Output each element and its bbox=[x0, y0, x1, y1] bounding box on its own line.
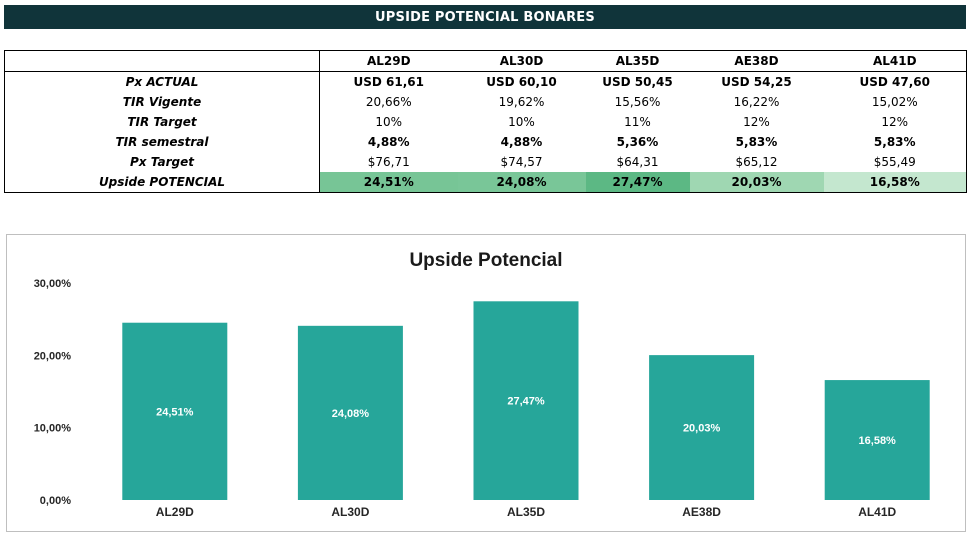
table-row: TIR semestral 4,88% 4,88% 5,36% 5,83% 5,83% bbox=[4, 132, 967, 152]
table-cell: 5,83% bbox=[873, 135, 916, 149]
table-cell: 20,03% bbox=[689, 172, 824, 193]
row-label: Px Target bbox=[4, 152, 320, 172]
table-row: Upside POTENCIAL 24,51% 24,08% 27,47% 20,03%… bbox=[4, 172, 967, 193]
table-cell: 10% bbox=[375, 115, 403, 129]
table-cell: 5,83% bbox=[735, 135, 778, 149]
table-cell: $64,31 bbox=[616, 155, 659, 169]
y-tick-label: 10,00% bbox=[34, 423, 72, 435]
table-cell: 15,02% bbox=[871, 95, 918, 109]
table-cell: 24,08% bbox=[457, 172, 586, 193]
table-cell: USD 61,61 bbox=[353, 75, 424, 89]
x-category-label: AL30D bbox=[331, 505, 369, 519]
table-cell: 10% bbox=[508, 115, 535, 129]
bar-ae38d bbox=[649, 355, 755, 500]
table-cell: $65,12 bbox=[735, 155, 778, 169]
data-label: 27,47% bbox=[507, 396, 545, 408]
bar-al30d bbox=[297, 325, 403, 500]
table-cell: 11% bbox=[624, 115, 651, 129]
table-cell: 4,88% bbox=[367, 135, 410, 149]
bar-al29d bbox=[122, 322, 228, 500]
metrics-table: AL29D AL30D AL35D AE38D AL41D Px ACTUAL U… bbox=[4, 50, 967, 193]
row-label: TIR Vigente bbox=[4, 92, 320, 112]
x-category-label: AE38D bbox=[682, 505, 721, 519]
x-category-label: AL29D bbox=[156, 505, 194, 519]
table-cell: 20,66% bbox=[365, 95, 412, 109]
table-cell: $74,57 bbox=[500, 155, 543, 169]
y-tick-label: 20,00% bbox=[34, 350, 72, 362]
chart-title: Upside Potencial bbox=[409, 250, 562, 271]
table-row: TIR Target 10% 10% 11% 12% 12% bbox=[4, 112, 967, 132]
table-cell: USD 50,45 bbox=[602, 75, 673, 89]
column-header: AL35D bbox=[585, 50, 690, 72]
x-category-label: AL35D bbox=[507, 505, 545, 519]
data-label: 16,58% bbox=[859, 435, 897, 447]
table-cell: 4,88% bbox=[500, 135, 543, 149]
bar-al41d bbox=[824, 380, 930, 500]
table-cell: USD 47,60 bbox=[859, 75, 930, 89]
column-header: AE38D bbox=[689, 50, 824, 72]
banner-title: UPSIDE POTENCIAL BONARES bbox=[4, 5, 966, 29]
table-cell: 24,51% bbox=[319, 172, 458, 193]
row-label: Px ACTUAL bbox=[4, 71, 320, 92]
table-row: Px ACTUAL USD 61,61 USD 60,10 USD 50,45 USD … bbox=[4, 71, 967, 92]
table-row: Px Target $76,71 $74,57 $64,31 $65,12 $55,49 bbox=[4, 152, 967, 172]
y-tick-label: 30,00% bbox=[34, 278, 72, 290]
table-cell: USD 60,10 bbox=[486, 75, 557, 89]
bar-chart: Upside Potencial 0,00% 10,00% 20,00% 30,00% 2… bbox=[34, 250, 930, 519]
data-label: 24,08% bbox=[332, 408, 370, 420]
table-cell: USD 54,25 bbox=[721, 75, 792, 89]
data-label: 24,51% bbox=[156, 406, 194, 418]
column-header: AL41D bbox=[823, 50, 967, 72]
row-label: TIR semestral bbox=[4, 132, 320, 152]
data-label: 20,03% bbox=[683, 423, 721, 435]
table-cell: 5,36% bbox=[616, 135, 659, 149]
table-cell: $55,49 bbox=[873, 155, 916, 169]
table-corner-cell bbox=[4, 50, 320, 72]
table-cell: 27,47% bbox=[585, 172, 690, 193]
table-cell: 16,58% bbox=[823, 172, 967, 193]
x-category-label: AL41D bbox=[858, 505, 896, 519]
column-header: AL29D bbox=[319, 50, 458, 72]
bar-al35d bbox=[473, 301, 579, 500]
table-cell: 12% bbox=[881, 115, 909, 129]
row-label: TIR Target bbox=[4, 112, 320, 132]
y-tick-label: 0,00% bbox=[40, 495, 71, 507]
table-row: TIR Vigente 20,66% 19,62% 15,56% 16,22% 15,02… bbox=[4, 92, 967, 112]
table-cell: 16,22% bbox=[733, 95, 780, 109]
table-header-row: AL29D AL30D AL35D AE38D AL41D bbox=[4, 50, 967, 72]
table-cell: 12% bbox=[743, 115, 770, 129]
table-cell: 15,56% bbox=[614, 95, 661, 109]
table-cell: $76,71 bbox=[367, 155, 410, 169]
chart-container: Upside Potencial 0,00% 10,00% 20,00% 30,00% 2… bbox=[6, 234, 966, 532]
column-header: AL30D bbox=[457, 50, 586, 72]
row-label: Upside POTENCIAL bbox=[4, 172, 320, 193]
table-cell: 19,62% bbox=[498, 95, 545, 109]
